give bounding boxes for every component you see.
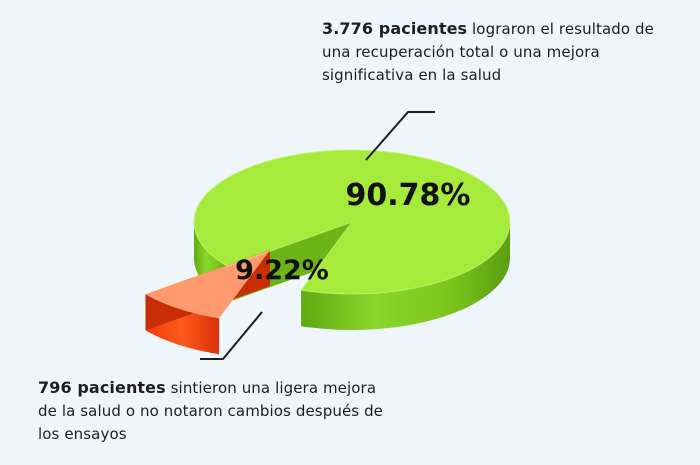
pie-slices [145, 149, 511, 355]
leader-line-bottom [200, 311, 263, 360]
callout-green-slice: 3.776 pacientes lograron el resultado de… [322, 17, 672, 87]
callout-orange-count: 796 pacientes [38, 378, 166, 397]
slice-side-green [301, 222, 510, 330]
leader-line-top [365, 111, 435, 161]
slice-label-orange: 9.22% [235, 255, 329, 286]
callout-orange-slice: 796 pacientes sintieron una ligera mejor… [38, 376, 388, 446]
slice-label-green: 90.78% [346, 178, 471, 213]
callout-green-count: 3.776 pacientes [322, 19, 468, 38]
slice-top-green-highlight [193, 149, 511, 295]
callout-orange-text: sintieron una ligera mejora de la salud … [38, 379, 384, 443]
slice-top-orange [145, 250, 270, 319]
callout-green-text: lograron el resultado de una recuperació… [322, 20, 654, 84]
